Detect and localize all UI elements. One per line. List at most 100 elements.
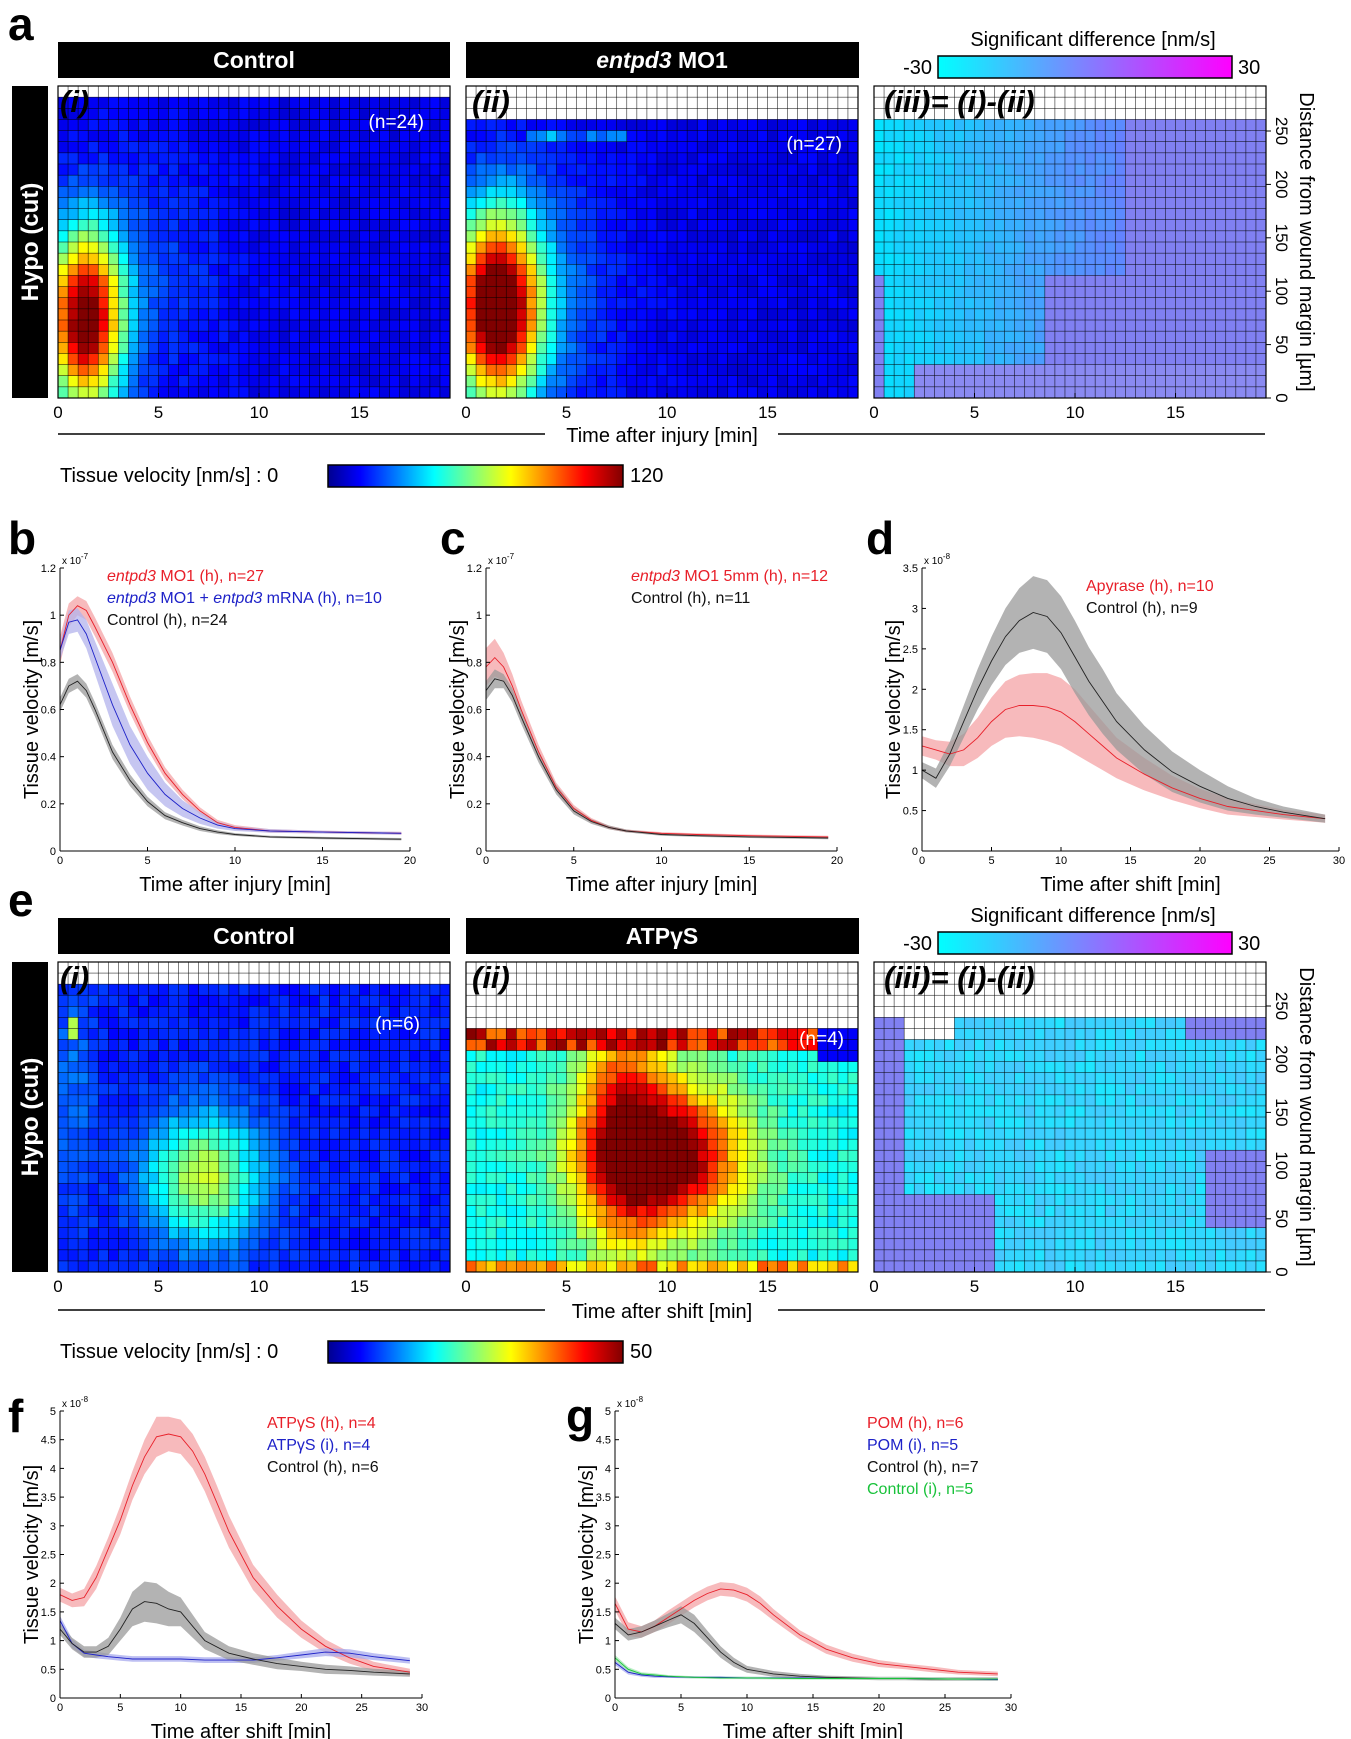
panel-tag-ii: (ii): [472, 84, 510, 119]
heat-cell: [1165, 297, 1176, 310]
heat-cell: [586, 286, 597, 299]
heat-cell: [228, 264, 240, 276]
heat-cell: [118, 1083, 129, 1096]
heat-cell: [78, 320, 89, 332]
heat-cell: [646, 286, 658, 299]
heat-cell: [1064, 141, 1076, 154]
heat-cell: [349, 1072, 360, 1085]
heat-cell: [369, 253, 380, 265]
heat-cell: [78, 995, 89, 1007]
heat-cell: [1235, 320, 1247, 332]
heat-cell: [677, 208, 688, 221]
heat-cell: [128, 1150, 139, 1162]
heat-cell: [198, 1072, 210, 1085]
heat-cell: [118, 197, 129, 209]
heat-cell: [1115, 186, 1126, 198]
heat-cell: [429, 130, 441, 143]
heat-cell: [419, 1249, 431, 1262]
heat-cell: [309, 320, 320, 332]
heat-cell: [496, 353, 507, 365]
heat-cell: [656, 286, 668, 299]
heat-cell: [108, 230, 119, 243]
heat-cell: [108, 152, 119, 165]
heat-cell: [98, 375, 109, 388]
heat-cell: [1235, 230, 1247, 243]
heat-cell: [329, 1105, 340, 1118]
heat-cell: [904, 242, 915, 254]
heat-cell: [1014, 242, 1026, 254]
heat-cell: [198, 1194, 210, 1206]
heat-cell: [1105, 308, 1116, 321]
heat-cell: [319, 219, 330, 232]
heat-cell: [687, 253, 698, 265]
heat-cell: [546, 119, 557, 131]
heat-cell: [1145, 353, 1156, 365]
heat-cell: [1175, 186, 1186, 198]
heat-cell: [399, 130, 411, 143]
heat-cell: [369, 219, 380, 232]
heat-cell: [188, 286, 200, 299]
heat-cell: [379, 97, 390, 109]
heat-cell: [667, 219, 678, 232]
heat-cell: [1225, 208, 1237, 221]
heat-cell: [516, 984, 527, 996]
heat-cell: [359, 219, 370, 232]
heat-cell: [677, 219, 688, 232]
heat-cell: [1105, 208, 1116, 221]
heat-cell: [118, 1150, 129, 1162]
heat-cell: [68, 242, 79, 254]
heat-cell: [259, 286, 270, 299]
heat-cell: [1145, 208, 1156, 221]
heat-cell: [924, 186, 935, 198]
heat-cell: [1255, 197, 1267, 209]
heat-cell: [98, 152, 109, 165]
heat-cell: [526, 175, 537, 187]
heat-cell: [88, 1017, 99, 1029]
heat-cell: [68, 186, 79, 198]
heat-cell: [439, 1238, 451, 1251]
heat-cell: [1255, 186, 1267, 198]
heat-cell: [198, 1017, 210, 1029]
heat-cell: [944, 119, 955, 131]
heat-cell: [817, 962, 829, 974]
heat-cell: [359, 242, 370, 254]
heat-cell: [496, 119, 507, 131]
heat-cell: [68, 1205, 79, 1217]
heat-cell: [1105, 286, 1116, 299]
heat-cell: [506, 164, 517, 176]
heat-cell: [466, 130, 477, 143]
heat-cell: [419, 197, 431, 209]
heat-cell: [757, 186, 768, 198]
heat-cell: [259, 1028, 270, 1040]
heat-cell: [1085, 230, 1096, 243]
heat-cell: [78, 1072, 89, 1085]
heat-cell: [228, 86, 240, 98]
heat-cell: [359, 1249, 370, 1262]
heat-cell: [329, 208, 340, 221]
heat-cell: [737, 164, 748, 176]
heat-cell: [914, 375, 925, 388]
heat-cell: [606, 219, 618, 232]
heat-cell: [894, 119, 905, 131]
heat-cell: [506, 353, 517, 365]
heat-cell: [596, 973, 608, 985]
heat-cell: [466, 342, 477, 354]
heat-cell: [309, 1105, 320, 1118]
heat-cell: [68, 297, 79, 310]
time-ticks-a: 0 5 10 15 0 5 10 15 0 5 10 15: [53, 393, 1185, 422]
heat-cell: [208, 1238, 220, 1251]
heat-cell: [379, 141, 390, 154]
heat-cell: [1085, 264, 1096, 276]
heat-cell: [476, 308, 487, 321]
heat-cell: [349, 962, 360, 974]
heat-cell: [616, 152, 628, 165]
heat-cell: [934, 364, 945, 377]
heat-cell: [566, 286, 577, 299]
heat-cell: [68, 1083, 79, 1096]
heat-cell: [1205, 86, 1217, 98]
heat-cell: [289, 342, 300, 354]
heat-cell: [496, 197, 507, 209]
heat-cell: [248, 1194, 260, 1206]
heat-cell: [349, 197, 360, 209]
heat-cell: [269, 1128, 280, 1140]
